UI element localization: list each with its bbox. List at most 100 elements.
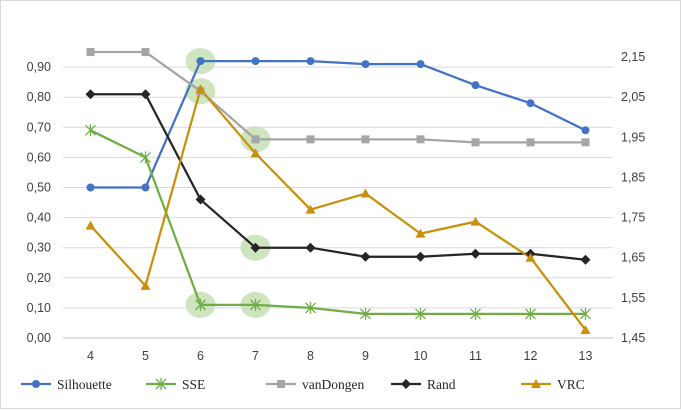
data-point [85,89,96,100]
data-point [415,228,426,238]
left-y-tick-label: 0,50 [27,181,51,195]
x-axis-ticks: 4 5 6 7 8 9 10 11 12 13 [87,349,592,363]
data-point [306,135,315,144]
x-tick-label: 9 [362,349,369,363]
data-point [470,216,481,226]
legend-item-rand: Rand [391,377,456,392]
data-point [251,57,260,66]
left-y-tick-label: 0,80 [27,90,51,104]
left-y-tick-label: 0,20 [27,271,51,285]
right-y-tick-label: 1,55 [621,291,645,305]
left-y-tick-label: 0,90 [27,60,51,74]
x-tick-label: 11 [469,349,482,363]
data-point [471,81,480,90]
data-point [360,188,371,198]
data-point [141,183,150,192]
left-y-axis-ticks: 0,00 0,10 0,20 0,30 0,40 0,50 0,60 0,70 0,80 0,90 [27,60,51,345]
data-point [140,89,151,100]
left-y-tick-label: 0,30 [27,241,51,255]
data-point [525,252,536,262]
data-point [140,280,151,290]
legend-item-silhouette: Silhouette [21,377,112,392]
data-point [85,220,96,230]
data-point [580,324,591,334]
data-point [471,138,480,147]
data-point [155,378,167,390]
right-y-tick-label: 1,85 [621,170,645,184]
x-tick-label: 5 [142,349,149,363]
data-point [86,48,95,57]
data-point [525,307,536,320]
x-tick-label: 12 [524,349,538,363]
data-point [250,242,261,253]
data-point [416,60,425,69]
data-point [361,135,370,144]
data-point [277,380,285,388]
x-tick-label: 6 [197,349,204,363]
data-point [141,48,150,57]
data-point [416,135,425,144]
data-point [85,124,96,137]
data-point [531,379,541,388]
data-point [581,126,590,135]
left-y-tick-label: 0,60 [27,150,51,164]
data-point [361,60,370,69]
left-y-tick-label: 0,10 [27,301,51,315]
right-y-tick-label: 2,05 [621,90,645,104]
series-line-vrc [89,88,587,331]
data-point [415,307,426,320]
right-y-tick-label: 1,95 [621,130,645,144]
data-point [251,135,260,144]
left-y-tick-label: 0,70 [27,120,51,134]
data-point [195,84,206,94]
legend-label: SSE [182,377,205,392]
gridlines [63,66,613,339]
data-point [415,251,426,262]
legend-item-vrc: VRC [521,377,585,392]
data-point [401,379,411,389]
data-point [470,307,481,320]
data-point [305,301,316,314]
left-y-tick-label: 0,00 [27,331,51,345]
legend-label: Rand [427,377,456,392]
data-point [526,99,535,108]
data-point [250,148,261,158]
series-markers [85,48,591,334]
data-point [470,248,481,259]
right-y-tick-label: 1,45 [621,331,645,345]
data-point [140,151,151,164]
right-y-tick-label: 2,15 [621,50,645,64]
data-point [306,57,315,66]
legend-label: vanDongen [302,377,364,392]
data-point [250,298,261,311]
series-line-sse [90,129,586,316]
data-point [195,298,206,311]
data-point [581,138,590,147]
right-y-tick-label: 1,75 [621,211,645,225]
data-point [526,138,535,147]
data-point [580,307,591,320]
legend-label: Silhouette [57,377,112,392]
data-point [305,242,316,253]
data-point [195,194,206,205]
legend-label: VRC [557,377,585,392]
right-y-tick-label: 1,65 [621,251,645,265]
legend: Silhouette SSE vanDongen Rand VRC [21,377,585,392]
x-tick-label: 4 [87,349,94,363]
series-line-vandongen [90,50,586,144]
data-point [580,254,591,265]
x-tick-label: 7 [252,349,259,363]
data-point [32,380,40,388]
data-point [360,251,371,262]
series-line-silhouette [90,59,586,189]
data-point [360,307,371,320]
data-point [196,57,205,66]
legend-item-vandongen: vanDongen [266,377,364,392]
data-point [86,183,95,192]
x-tick-label: 13 [579,349,593,363]
right-y-axis-ticks: 1,45 1,55 1,65 1,75 1,85 1,95 2,05 2,15 [621,50,645,345]
legend-item-sse: SSE [146,377,205,392]
x-tick-label: 8 [307,349,314,363]
